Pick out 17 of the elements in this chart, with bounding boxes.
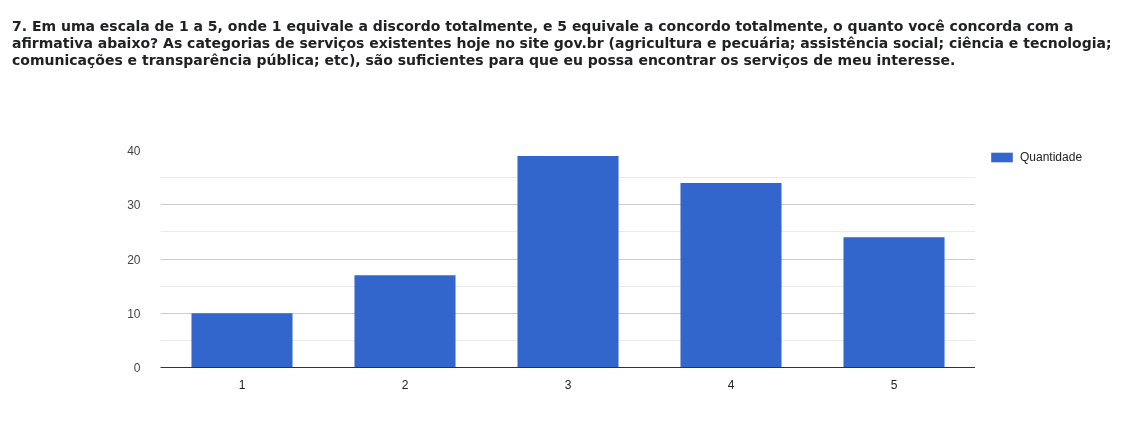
x-tick-label: 1 — [238, 377, 246, 392]
bar — [680, 183, 782, 368]
bar — [354, 275, 456, 368]
x-tick-label: 3 — [564, 377, 572, 392]
y-tick-label: 40 — [127, 144, 141, 158]
bar — [191, 313, 293, 368]
y-tick-label: 30 — [127, 198, 141, 213]
x-tick-label: 5 — [890, 377, 898, 392]
bar — [517, 155, 619, 368]
y-tick-label: 0 — [133, 361, 141, 375]
y-tick-label: 20 — [127, 252, 141, 267]
legend-label: Quantidade — [1020, 150, 1083, 164]
x-tick-label: 2 — [401, 377, 409, 392]
y-tick-label: 10 — [127, 306, 141, 321]
x-tick-label: 4 — [727, 377, 735, 392]
chart-title: 7. Em uma escala de 1 a 5, onde 1 equivale a discordo totalmente, e 5 equivale a concordo totalmente, o quanto você concorda com a afirmativa abaixo? As categorias de serviços existentes hoje no site gov.br (agricultura e pecuária; assistência social; ciência e tecnologia; comunicações e transparência pública; etc), são suficientes para que eu possa encontrar os serviços de meu interesse. — [12, 18, 1112, 69]
bar — [843, 237, 945, 368]
